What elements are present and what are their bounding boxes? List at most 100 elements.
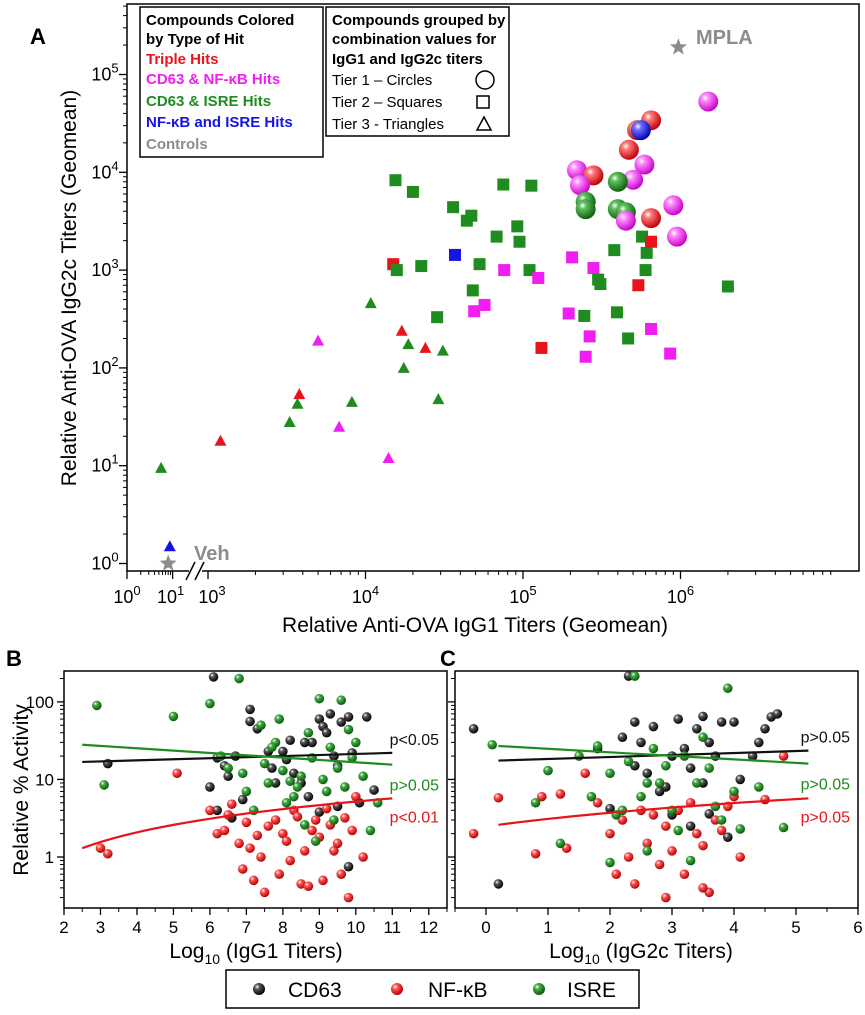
- c-x-tick-label: 3: [667, 918, 676, 937]
- tier-legend-box: [325, 6, 510, 137]
- tier2-square-point: [639, 264, 652, 277]
- tier2-square-point: [610, 306, 623, 319]
- b-cd63-point: [237, 794, 248, 805]
- tier2-square-point: [594, 278, 607, 291]
- b-nfkb-point: [285, 855, 295, 866]
- c-cd63-point: [673, 714, 683, 724]
- c-cd63-point: [729, 717, 739, 727]
- c-cd63-point: [723, 832, 733, 842]
- tier-legend-tier3: Tier 3 - Triangles: [332, 116, 444, 133]
- a-x-tick-label: 103: [198, 583, 225, 607]
- panel-a-x-axis-label: Relative Anti-OVA IgG1 Titers (Geomean): [282, 614, 668, 637]
- b-isre-point: [285, 776, 295, 786]
- tier2-square-point: [664, 347, 677, 360]
- tier2-square-point: [562, 307, 575, 320]
- c-cd63-point: [493, 879, 504, 889]
- b-nfkb-point: [252, 830, 263, 841]
- b-nfkb-point: [270, 815, 281, 825]
- activity-y-axis-label: Relative % Activity: [10, 704, 33, 876]
- panel-a-points: [155, 38, 734, 571]
- c-isre-point: [574, 751, 584, 761]
- tier2-square-point: [490, 230, 503, 243]
- b-x-tick-label: 7: [242, 918, 251, 937]
- c-cd63-point: [642, 768, 652, 779]
- c-isre-point: [605, 768, 615, 779]
- panel-a-axes: 100 101 102 103 104 105 100 101 103 104 105 106: [91, 5, 832, 607]
- b-nfkb-point: [347, 825, 357, 836]
- tier3-triangle-point: [364, 297, 377, 309]
- b-cd63-point: [299, 737, 310, 748]
- c-cd63-point: [630, 717, 640, 727]
- c-nfkb-point: [661, 821, 671, 831]
- c-cd63-point: [685, 821, 696, 831]
- square-symbol-icon: [476, 95, 490, 109]
- b-isre-point: [278, 765, 288, 776]
- b-isre-point: [310, 836, 321, 846]
- veh-annotation: Veh: [194, 543, 230, 565]
- c-nfkb-point: [661, 892, 671, 903]
- c-cd63-point: [716, 717, 727, 727]
- tier1-circle-point: [618, 139, 639, 160]
- c-isre-point: [642, 778, 652, 788]
- c-isre-point: [716, 815, 727, 825]
- c-isre-point: [630, 671, 640, 681]
- panel-b-xlabel-sub: 10: [204, 951, 220, 967]
- tier2-square-point: [645, 322, 658, 335]
- tier1-circle-point: [575, 199, 596, 220]
- legend-isre-label: ISRE: [567, 979, 616, 1002]
- a-y-tick-label: 105: [91, 61, 118, 85]
- tier-legend-tier2: Tier 2 – Squares: [332, 94, 442, 111]
- c-isre-point: [648, 743, 659, 754]
- b-cd63-point: [245, 704, 255, 715]
- tier3-triangle-point: [312, 334, 325, 346]
- a-y-tick-label: 102: [91, 354, 118, 378]
- b-isre-point: [343, 724, 354, 735]
- isre-legend-marker-icon: [533, 983, 545, 995]
- b-nfkb-point: [321, 803, 332, 814]
- nfkb-legend-marker-icon: [391, 983, 403, 995]
- tier-legend-title-1: Compounds grouped by: [332, 12, 506, 29]
- c-cd63-point: [605, 803, 615, 814]
- tier2-square-point: [622, 332, 635, 345]
- b-isre-point: [281, 797, 292, 808]
- b-isre-point: [274, 714, 285, 724]
- panel-c: 0 1 2 3 4 5 6 p>0.05 p>0.05 p>0.05 Log10 (IgG2c …: [448, 670, 863, 967]
- c-isre-point: [623, 756, 634, 767]
- c-isre-point: [735, 824, 745, 834]
- b-cd63-point: [289, 768, 299, 779]
- b-cd63-point: [314, 714, 325, 724]
- b-isre-point: [99, 780, 109, 790]
- panel-a-frame: [126, 3, 860, 572]
- b-cd63-point: [278, 746, 288, 757]
- c-nfkb-point: [493, 792, 504, 803]
- b-nfkb-point: [245, 843, 255, 853]
- b-nfkb-point: [318, 875, 328, 886]
- c-x-tick-label: 6: [853, 918, 862, 937]
- tier1-circle-point: [623, 169, 644, 190]
- panel-c-frame: [454, 670, 859, 909]
- tier3-triangle-point: [395, 324, 408, 336]
- b-x-tick-label: 9: [315, 918, 324, 937]
- b-cd63-point: [325, 709, 336, 719]
- panel-b-frame: [63, 670, 448, 909]
- tier3-triangle-point: [283, 415, 296, 427]
- b-cd63-point: [303, 791, 314, 802]
- c-isre-point: [673, 825, 683, 836]
- tier2-square-point: [497, 178, 510, 191]
- panel-label-c: C: [440, 646, 456, 671]
- panel-c-xlabel-sub: 10: [584, 951, 600, 967]
- b-isre-point: [234, 673, 244, 684]
- b-isre-point: [223, 763, 233, 773]
- b-isre-point: [314, 693, 325, 704]
- b-nfkb-point: [212, 828, 222, 839]
- b-isre-point: [292, 782, 303, 792]
- b-x-tick-label: 6: [205, 918, 214, 937]
- tier2-square-point: [721, 280, 734, 293]
- tier3-triangle-point: [419, 341, 432, 353]
- c-cd63-point: [747, 751, 758, 761]
- b-nfkb-point: [219, 825, 230, 836]
- c-nfkb-point: [580, 768, 590, 779]
- hit-legend-triple: Triple Hits: [146, 51, 219, 68]
- c-x-tick-label: 1: [543, 918, 552, 937]
